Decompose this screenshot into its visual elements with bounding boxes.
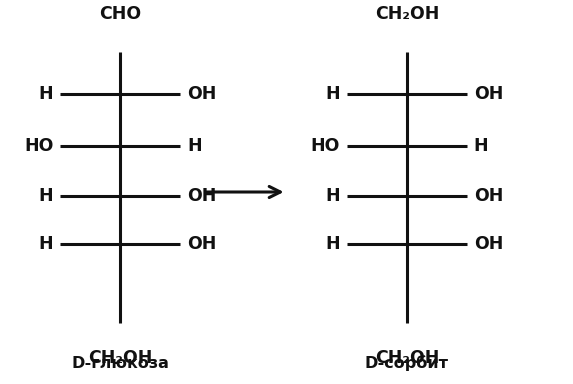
Text: OH: OH bbox=[474, 85, 503, 103]
Text: H: H bbox=[474, 137, 489, 155]
Text: CHO: CHO bbox=[99, 5, 142, 23]
Text: OH: OH bbox=[474, 235, 503, 253]
Text: OH: OH bbox=[187, 235, 217, 253]
Text: H: H bbox=[38, 85, 53, 103]
Text: H: H bbox=[325, 187, 340, 205]
Text: H: H bbox=[325, 85, 340, 103]
Text: H: H bbox=[187, 137, 202, 155]
Text: D-сорбит: D-сорбит bbox=[365, 355, 449, 371]
Text: H: H bbox=[38, 187, 53, 205]
Text: D-глюкоза: D-глюкоза bbox=[72, 356, 169, 371]
Text: OH: OH bbox=[474, 187, 503, 205]
Text: HO: HO bbox=[311, 137, 340, 155]
Text: OH: OH bbox=[187, 85, 217, 103]
Text: OH: OH bbox=[187, 187, 217, 205]
Text: CH₂OH: CH₂OH bbox=[375, 5, 439, 23]
Text: CH₂OH: CH₂OH bbox=[88, 349, 152, 367]
Text: H: H bbox=[38, 235, 53, 253]
Text: HO: HO bbox=[24, 137, 53, 155]
Text: H: H bbox=[325, 235, 340, 253]
Text: CH₂OH: CH₂OH bbox=[375, 349, 439, 367]
